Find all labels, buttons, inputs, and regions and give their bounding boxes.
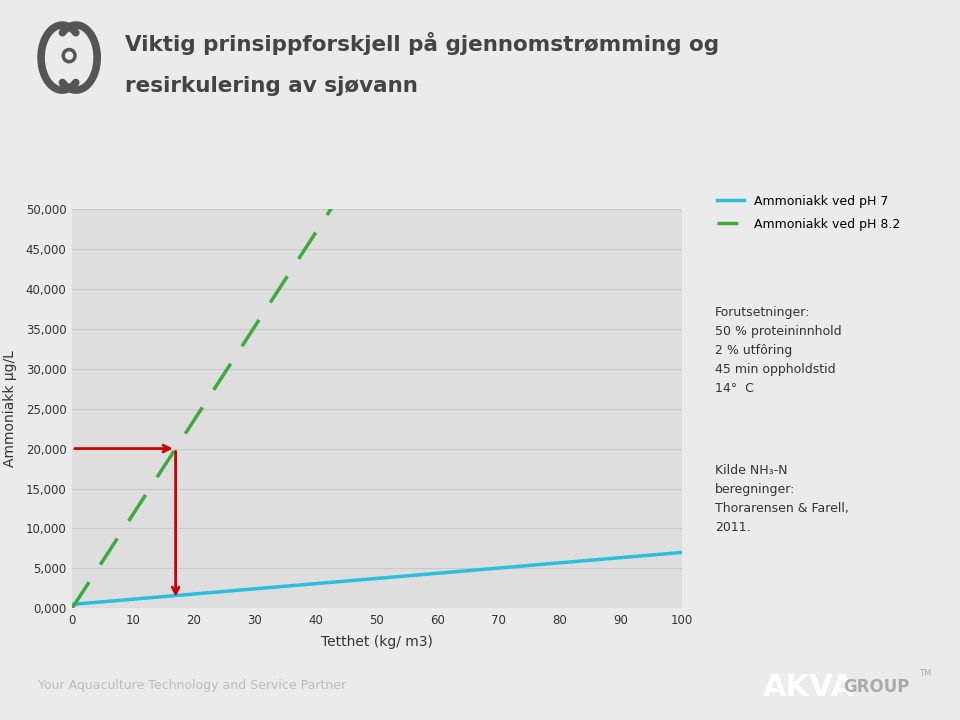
- Circle shape: [62, 48, 76, 63]
- Y-axis label: Ammoniakk μg/L: Ammoniakk μg/L: [4, 350, 17, 467]
- Text: AKVA: AKVA: [763, 672, 855, 702]
- Text: Viktig prinsippforskjell på gjennomstrømming og: Viktig prinsippforskjell på gjennomstrøm…: [125, 32, 719, 55]
- Text: Kilde NH₃-N
beregninger:
Thorarensen & Farell,
2011.: Kilde NH₃-N beregninger: Thorarensen & F…: [715, 464, 849, 534]
- Text: resirkulering av sjøvann: resirkulering av sjøvann: [125, 76, 418, 96]
- X-axis label: Tetthet (kg/ m3): Tetthet (kg/ m3): [321, 635, 433, 649]
- Legend: Ammoniakk ved pH 7, Ammoniakk ved pH 8.2: Ammoniakk ved pH 7, Ammoniakk ved pH 8.2: [712, 190, 905, 236]
- Text: GROUP: GROUP: [843, 678, 909, 696]
- Text: Forutsetninger:
50 % proteininnhold
2 % utfôring
45 min oppholdstid
14°  C: Forutsetninger: 50 % proteininnhold 2 % …: [715, 306, 842, 395]
- Circle shape: [65, 52, 73, 59]
- Text: Your Aquaculture Technology and Service Partner: Your Aquaculture Technology and Service …: [38, 679, 347, 693]
- Text: TM: TM: [919, 669, 931, 678]
